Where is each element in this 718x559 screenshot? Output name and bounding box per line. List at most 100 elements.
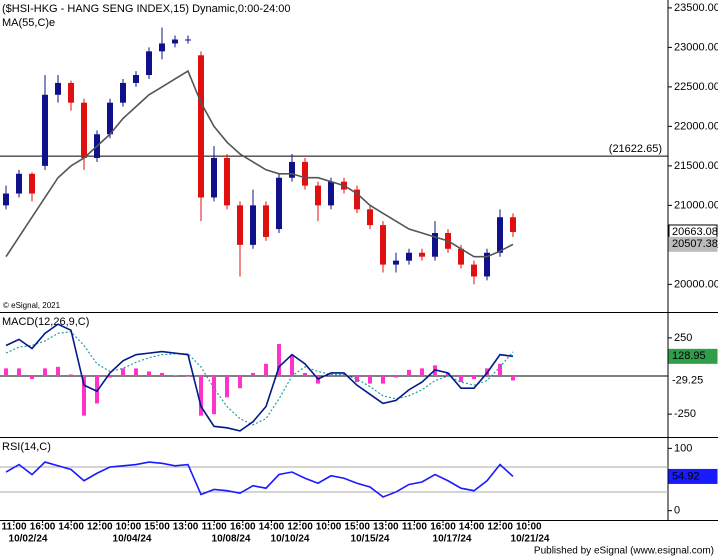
histogram-bar	[329, 374, 333, 376]
candle-body	[81, 102, 87, 158]
histogram-bar	[342, 374, 346, 376]
y-tick-label: 21500.00	[674, 160, 718, 172]
histogram-bar	[381, 376, 385, 384]
y-tick-label: 100	[674, 442, 692, 454]
x-tick-label: 13:00	[373, 522, 399, 533]
histogram-bar	[134, 368, 138, 376]
candle-body	[146, 51, 152, 76]
candle-body	[211, 157, 217, 198]
histogram-bar	[4, 368, 8, 376]
candle-body	[68, 82, 74, 103]
histogram-bar	[82, 376, 86, 416]
candle-body	[432, 233, 438, 257]
x-tick-label: 10:00	[516, 522, 542, 533]
value-box	[668, 236, 718, 252]
histogram-bar	[225, 376, 229, 398]
candle-body	[471, 264, 477, 277]
histogram-bar	[43, 368, 47, 376]
y-tick-label: 21000.00	[674, 199, 718, 211]
candle-body	[263, 205, 269, 237]
histogram-bar	[186, 376, 190, 377]
x-tick-label: 16:00	[430, 522, 456, 533]
y-tick-label: 20000.00	[674, 278, 718, 290]
candle-body	[315, 185, 321, 206]
ma-line	[5, 69, 514, 258]
histogram-bar	[446, 372, 450, 376]
candle-body	[3, 193, 9, 206]
histogram-bar	[472, 376, 476, 380]
watermark: © eSignal, 2021	[3, 301, 61, 310]
candle-body	[497, 217, 503, 253]
candle-body	[172, 39, 178, 44]
candle-body	[406, 252, 412, 261]
x-date-label: 10/10/24	[271, 534, 310, 545]
candle-body	[289, 161, 295, 178]
candle-body	[133, 75, 139, 83]
y-tick-label: 23000.00	[674, 41, 718, 53]
value-label: 20663.08	[672, 226, 718, 238]
x-tick-label: 16:00	[30, 522, 56, 533]
x-tick-label: 10:00	[316, 522, 342, 533]
y-tick-label: 22000.00	[674, 120, 718, 132]
x-tick-label: 12:00	[487, 522, 513, 533]
histogram-bar	[56, 366, 60, 376]
histogram-bar	[30, 376, 34, 380]
macd-title: MACD(12,26,9,C)	[2, 316, 89, 328]
macd-line	[5, 323, 514, 432]
y-tick-label: 23500.00	[674, 2, 718, 14]
x-tick-label: 16:00	[230, 522, 256, 533]
x-tick-label: 15:00	[344, 522, 370, 533]
candle-body	[354, 189, 360, 210]
y-tick-label: 22500.00	[674, 81, 718, 93]
candle-body	[42, 94, 48, 166]
value-label: -29.25	[672, 374, 703, 386]
candle-body	[29, 173, 35, 194]
candle-body	[393, 260, 399, 265]
histogram-bar	[212, 376, 216, 415]
value-box	[668, 372, 718, 388]
footer: Published by eSignal (www.esignal.com)	[534, 546, 714, 557]
value-box	[668, 468, 718, 484]
x-date-label: 10/02/24	[9, 534, 48, 545]
x-tick-label: 14:00	[259, 522, 285, 533]
histogram-bar	[108, 376, 112, 378]
histogram-bar	[368, 376, 372, 384]
histogram-bar	[251, 372, 255, 376]
rsi-title: RSI(14,C)	[2, 441, 51, 453]
candle-body	[224, 157, 230, 206]
candle-body	[302, 161, 308, 186]
candle-body	[237, 205, 243, 245]
histogram-bar	[498, 363, 502, 376]
histogram-bar	[238, 376, 242, 389]
histogram-bar	[407, 369, 411, 376]
histogram-bar	[173, 375, 177, 376]
x-tick-label: 12:00	[87, 522, 113, 533]
x-tick-label: 11:00	[1, 522, 26, 533]
histogram-bar	[277, 343, 281, 376]
x-date-label: 10/15/24	[351, 534, 390, 545]
histogram-bar	[264, 363, 268, 376]
x-date-label: 10/08/24	[212, 534, 251, 545]
candle-body	[328, 181, 334, 206]
candle-body	[198, 55, 204, 198]
histogram-bar	[459, 376, 463, 383]
candle-body	[276, 177, 282, 230]
y-tick-label: 0	[674, 505, 680, 517]
candle-body	[510, 217, 516, 232]
x-tick-label: 12:00	[287, 522, 313, 533]
histogram-bar	[69, 374, 73, 376]
candle-body	[380, 225, 386, 265]
candle-body	[250, 205, 256, 245]
candle-body	[185, 39, 191, 41]
candle-body	[484, 252, 490, 277]
value-label: 128.95	[672, 350, 706, 362]
y-tick-label: 250	[674, 332, 692, 344]
value-label: 20507.38	[672, 238, 718, 250]
candle-body	[458, 248, 464, 265]
candle-body	[159, 43, 165, 52]
x-date-label: 10/17/24	[433, 534, 472, 545]
ma-legend: MA(55,C)e	[2, 17, 55, 29]
value-box	[668, 348, 718, 364]
